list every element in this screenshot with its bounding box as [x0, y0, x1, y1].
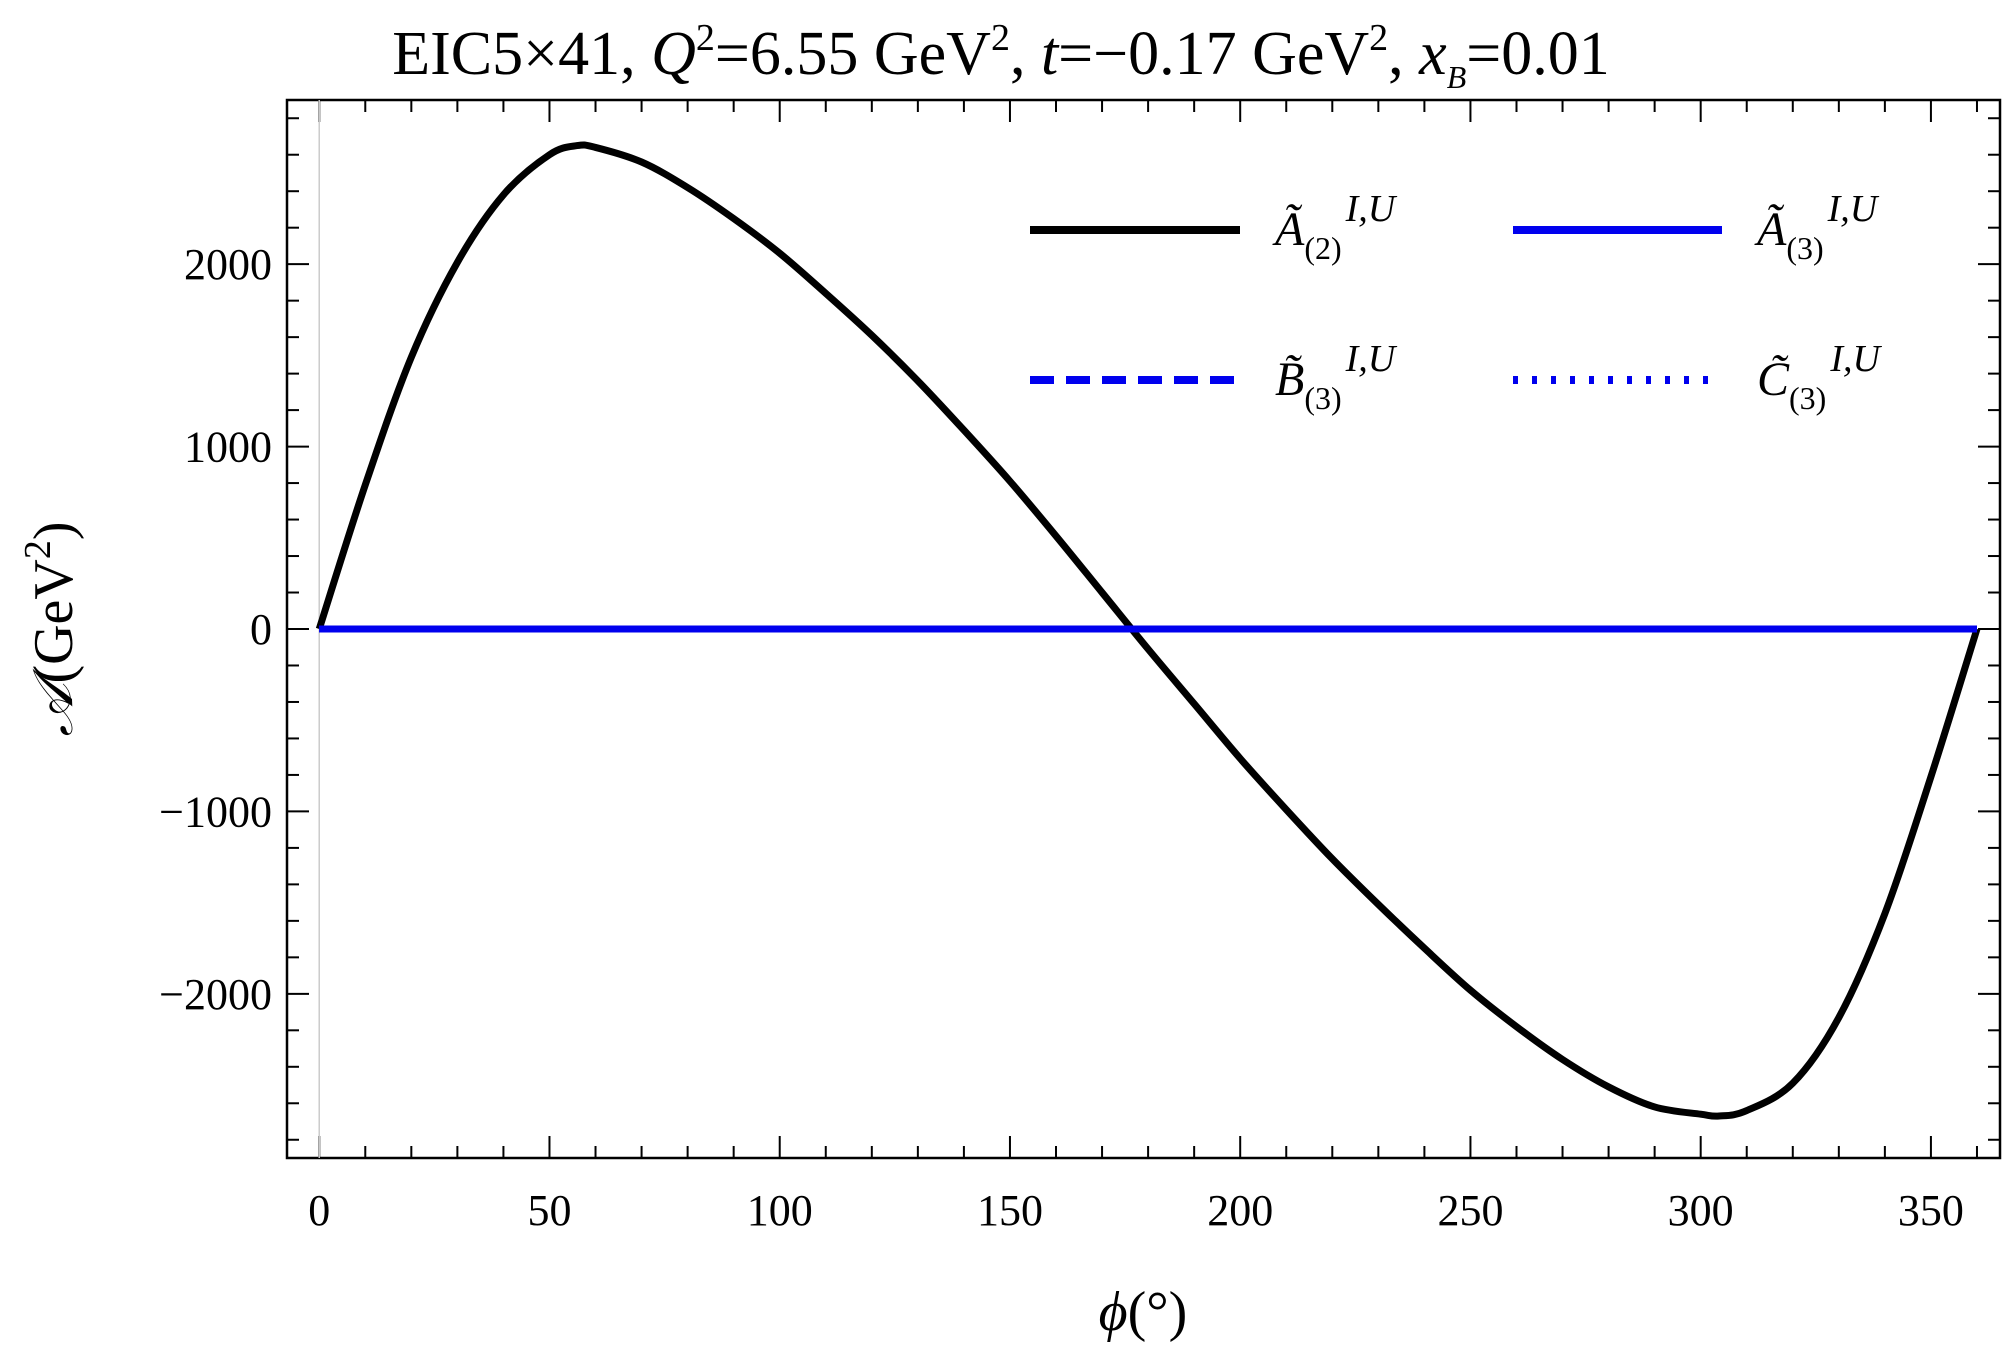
x-tick-label: 300: [1668, 1186, 1734, 1235]
y-axis-label-rest: (GeV: [23, 559, 85, 683]
legend-a3-base: Ã: [1754, 203, 1787, 256]
legend: Ã(2)I,U Ã(3)I,U B̃(3)I,U C̃(3)I,U: [1030, 188, 1882, 416]
legend-a2-sup: I,U: [1345, 188, 1398, 230]
y-tick-label: 2000: [184, 240, 272, 289]
title-xb-value: =0.01: [1466, 20, 1609, 88]
x-tick-label: 0: [308, 1186, 330, 1235]
legend-c3-base: C̃: [1757, 353, 1790, 406]
title-xb-symbol: x: [1418, 20, 1447, 88]
title-t-prefix: ,: [1010, 20, 1041, 88]
chart-title: EIC5×41, Q2=6.55 GeV2, t=−0.17 GeV2, xB=…: [392, 17, 1609, 95]
title-prefix: EIC5×41,: [392, 20, 651, 88]
legend-b3-base: B̃: [1275, 353, 1304, 406]
legend-a3-sub: (3): [1786, 230, 1823, 266]
x-axis-label: ϕ(°): [1099, 1281, 1188, 1343]
x-axis-label-rest: (°): [1128, 1281, 1188, 1343]
y-axis-label: 𝒜(GeV2): [17, 521, 85, 736]
legend-a3-sup: I,U: [1827, 188, 1880, 230]
legend-label-c3: C̃(3)I,U: [1757, 338, 1882, 416]
title-xb-sub: B: [1447, 59, 1467, 95]
axis-tick-labels: 0 50 100 150 200 250 300 350 −2000 −1000 0 1000 2000: [159, 240, 1964, 1235]
x-tick-label: 150: [977, 1186, 1043, 1235]
legend-b3-sup: I,U: [1345, 338, 1398, 380]
y-tick-label: 0: [250, 605, 272, 654]
title-q2-value: =6.55 GeV: [715, 20, 991, 88]
title-q2-exp: 2: [696, 17, 715, 59]
x-tick-label: 200: [1207, 1186, 1273, 1235]
x-tick-label: 100: [747, 1186, 813, 1235]
legend-label-a2: Ã(2)I,U: [1272, 188, 1398, 266]
legend-c3-sub: (3): [1789, 380, 1826, 416]
x-tick-label: 350: [1898, 1186, 1964, 1235]
axis-ticks: [287, 100, 2000, 1158]
title-t-symbol: t: [1041, 20, 1060, 88]
title-q2-unit-exp: 2: [991, 17, 1010, 59]
title-t-value: =−0.17 GeV: [1058, 20, 1369, 88]
x-tick-label: 50: [527, 1186, 571, 1235]
x-axis-label-symbol: ϕ: [1099, 1281, 1128, 1343]
legend-label-b3: B̃(3)I,U: [1275, 338, 1398, 416]
x-tick-label: 250: [1437, 1186, 1503, 1235]
y-axis-label-exp: 2: [17, 540, 59, 559]
legend-a2-base: Ã: [1272, 203, 1305, 256]
legend-a2-sub: (2): [1304, 230, 1341, 266]
legend-label-a3: Ã(3)I,U: [1754, 188, 1880, 266]
title-t-unit-exp: 2: [1369, 17, 1388, 59]
y-tick-label: 1000: [184, 423, 272, 472]
title-xb-prefix: ,: [1388, 20, 1419, 88]
series-line-a2: [315, 141, 1981, 1120]
y-tick-label: −2000: [159, 970, 272, 1019]
legend-c3-sup: I,U: [1829, 338, 1882, 380]
series-group: [315, 141, 1981, 1120]
legend-b3-sub: (3): [1304, 380, 1341, 416]
y-axis-label-close: ): [23, 521, 85, 540]
title-q2-symbol: Q: [651, 20, 696, 88]
y-tick-label: −1000: [159, 787, 272, 836]
